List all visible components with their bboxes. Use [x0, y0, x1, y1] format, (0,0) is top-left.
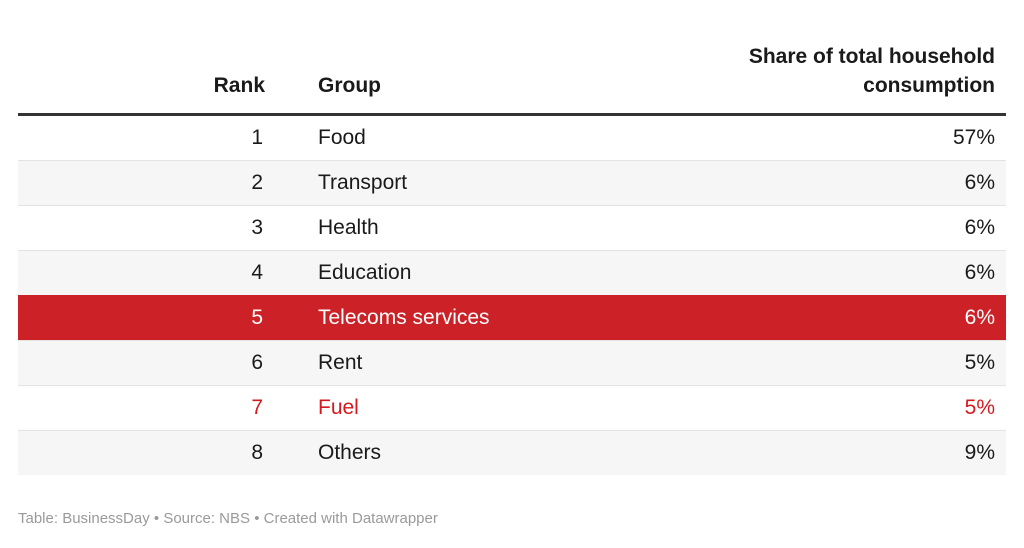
column-header-rank: Rank — [213, 74, 265, 97]
table-row-transport: 2 Transport 6% — [18, 160, 1006, 206]
share-cell: 5% — [964, 396, 995, 419]
attribution-footer: Table: BusinessDay • Source: NBS • Creat… — [18, 510, 438, 527]
group-cell: Education — [318, 261, 412, 284]
table-row-food: 1 Food 57% — [18, 114, 1006, 161]
rank-cell: 4 — [251, 261, 263, 284]
rank-cell: 3 — [251, 216, 263, 239]
rank-cell: 6 — [251, 351, 263, 374]
table-row-fuel-accented: 7 Fuel 5% — [18, 385, 1006, 431]
header-row: Rank Group Share of total household cons… — [18, 42, 1006, 115]
table-row-rent: 6 Rent 5% — [18, 340, 1006, 386]
table-row-telecoms-highlighted: 5 Telecoms services 6% — [18, 295, 1006, 341]
consumption-table: Rank Group Share of total household cons… — [18, 42, 1006, 475]
table-row-education: 4 Education 6% — [18, 250, 1006, 296]
table-header: Rank Group Share of total household cons… — [18, 42, 1006, 115]
table-page: Rank Group Share of total household cons… — [18, 42, 1006, 527]
group-cell: Rent — [318, 351, 363, 374]
group-cell: Food — [318, 126, 366, 149]
group-cell: Fuel — [318, 396, 359, 419]
column-header-share: Share of total household consumption — [748, 45, 995, 97]
rank-cell: 2 — [251, 171, 263, 194]
rank-cell: 7 — [251, 396, 263, 419]
share-cell: 6% — [964, 306, 995, 329]
rank-cell: 1 — [251, 126, 263, 149]
share-cell: 5% — [964, 351, 995, 374]
group-cell: Health — [318, 216, 379, 239]
table-row-others: 8 Others 9% — [18, 430, 1006, 475]
table-row-health: 3 Health 6% — [18, 205, 1006, 251]
share-cell: 6% — [964, 171, 995, 194]
share-cell: 9% — [964, 441, 995, 464]
group-cell: Telecoms services — [318, 306, 490, 329]
rank-cell: 8 — [251, 441, 263, 464]
share-cell: 6% — [964, 216, 995, 239]
column-header-group: Group — [318, 74, 381, 97]
group-cell: Transport — [318, 171, 408, 194]
share-cell: 57% — [952, 126, 995, 149]
table-body: 1 Food 57% 2 Transport 6% 3 Health 6% 4 … — [18, 114, 1006, 475]
rank-cell: 5 — [251, 306, 263, 329]
share-cell: 6% — [964, 261, 995, 284]
group-cell: Others — [318, 441, 382, 464]
